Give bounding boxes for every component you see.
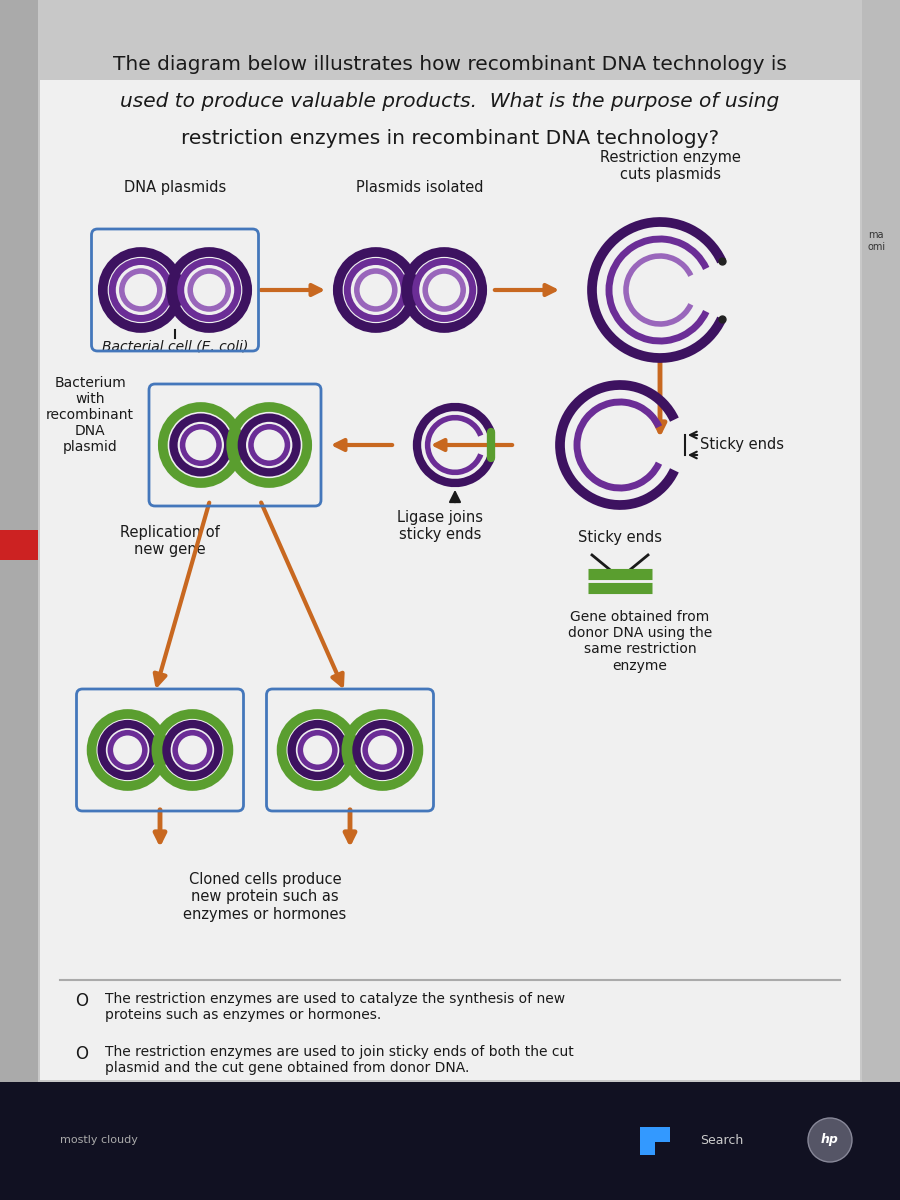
Text: Gene obtained from
donor DNA using the
same restriction
enzyme: Gene obtained from donor DNA using the s… [568,610,712,672]
Text: The diagram below illustrates how recombinant DNA technology is: The diagram below illustrates how recomb… [113,55,787,74]
Text: Sticky ends: Sticky ends [700,438,784,452]
Text: hp: hp [821,1134,839,1146]
FancyBboxPatch shape [655,1142,670,1154]
Text: DNA plasmids: DNA plasmids [124,180,226,194]
FancyBboxPatch shape [0,0,38,1082]
Text: Ligase joins
sticky ends: Ligase joins sticky ends [397,510,483,542]
Text: The restriction enzymes are used to catalyze the synthesis of new
proteins such : The restriction enzymes are used to cata… [105,992,565,1022]
Text: Restriction enzyme
cuts plasmids: Restriction enzyme cuts plasmids [599,150,741,182]
Circle shape [808,1118,852,1162]
FancyBboxPatch shape [0,1082,900,1200]
FancyBboxPatch shape [862,0,900,1082]
Text: O: O [75,992,88,1010]
FancyBboxPatch shape [0,530,38,560]
Text: The restriction enzymes are used to join sticky ends of both the cut
plasmid and: The restriction enzymes are used to join… [105,1045,574,1075]
Text: Search: Search [700,1134,743,1146]
Text: Cloned cells produce
new protein such as
enzymes or hormones: Cloned cells produce new protein such as… [184,872,346,922]
Text: O: O [75,1045,88,1063]
Text: ma
omi: ma omi [868,230,886,252]
Text: Bacterial cell (E. coli): Bacterial cell (E. coli) [102,340,248,354]
Text: used to produce valuable products.  What is the purpose of using: used to produce valuable products. What … [121,92,779,110]
Text: restriction enzymes in recombinant DNA technology?: restriction enzymes in recombinant DNA t… [181,128,719,148]
Text: Sticky ends: Sticky ends [578,530,662,545]
Text: Bacterium
with
recombinant
DNA
plasmid: Bacterium with recombinant DNA plasmid [46,376,134,455]
Text: Replication of
new gene: Replication of new gene [120,526,220,557]
FancyBboxPatch shape [640,1127,670,1154]
FancyBboxPatch shape [40,80,860,1080]
Text: Plasmids isolated: Plasmids isolated [356,180,484,194]
Text: mostly cloudy: mostly cloudy [60,1135,138,1145]
